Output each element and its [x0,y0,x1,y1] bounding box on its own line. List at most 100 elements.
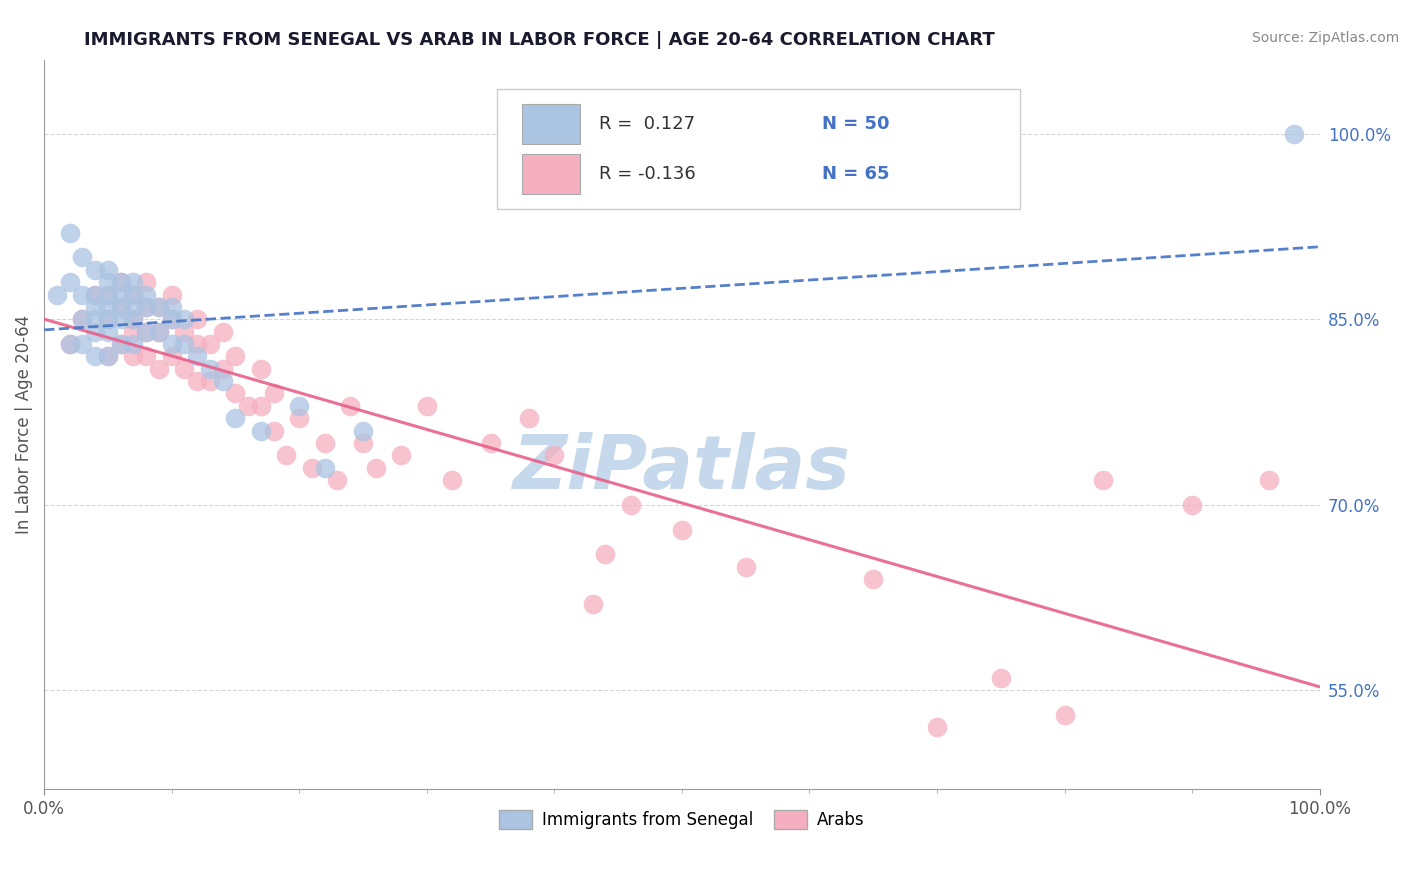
Point [84,312,107,326]
Point [110,337,132,351]
Point [84,325,107,339]
Text: R = -0.136: R = -0.136 [599,165,696,183]
Text: N = 50: N = 50 [823,115,890,133]
Point [198,361,221,376]
FancyBboxPatch shape [523,104,579,144]
Point [135,350,157,364]
Point [97,350,120,364]
Point [110,275,132,289]
Point [72,337,94,351]
Point [122,287,145,301]
Point [301,460,323,475]
Point [97,350,120,364]
Point [84,287,107,301]
Point [198,337,221,351]
Point [110,287,132,301]
Point [72,312,94,326]
Point [160,350,183,364]
Point [122,287,145,301]
Text: IMMIGRANTS FROM SENEGAL VS ARAB IN LABOR FORCE | AGE 20-64 CORRELATION CHART: IMMIGRANTS FROM SENEGAL VS ARAB IN LABOR… [84,31,995,49]
Point [595,547,617,561]
Point [314,436,336,450]
Point [224,350,246,364]
Point [173,361,195,376]
Point [1257,473,1279,487]
Point [224,411,246,425]
Point [148,325,170,339]
Point [224,386,246,401]
FancyBboxPatch shape [523,154,579,194]
Point [734,559,756,574]
Point [59,275,82,289]
Point [84,287,107,301]
Point [543,448,565,462]
Point [72,312,94,326]
Point [122,325,145,339]
Point [84,350,107,364]
Point [160,287,183,301]
FancyBboxPatch shape [496,89,1019,209]
Point [148,361,170,376]
Point [186,337,208,351]
Point [84,262,107,277]
Point [97,300,120,314]
Point [314,460,336,475]
Point [1181,498,1204,512]
Point [211,361,233,376]
Point [72,251,94,265]
Point [925,720,948,734]
Point [389,448,412,462]
Point [263,386,285,401]
Point [122,312,145,326]
Point [110,300,132,314]
Point [479,436,502,450]
Point [517,411,540,425]
Point [352,436,374,450]
Point [97,262,120,277]
Point [1053,708,1076,723]
Point [110,312,132,326]
Point [135,275,157,289]
Legend: Immigrants from Senegal, Arabs: Immigrants from Senegal, Arabs [492,803,872,836]
Point [122,300,145,314]
Text: N = 65: N = 65 [823,165,890,183]
Text: ZiPatlas: ZiPatlas [513,432,851,505]
Point [250,424,273,438]
Point [97,312,120,326]
Point [148,325,170,339]
Point [110,275,132,289]
Point [45,287,67,301]
Point [97,275,120,289]
Point [122,350,145,364]
Point [135,325,157,339]
Point [620,498,643,512]
Point [288,411,311,425]
Point [186,374,208,388]
Point [352,424,374,438]
Text: R =  0.127: R = 0.127 [599,115,695,133]
Point [72,287,94,301]
Point [250,361,273,376]
Point [862,572,884,586]
Point [122,337,145,351]
Point [122,275,145,289]
Point [59,337,82,351]
Point [1091,473,1114,487]
Point [364,460,387,475]
Point [276,448,298,462]
Point [59,337,82,351]
Point [135,287,157,301]
Point [97,312,120,326]
Point [326,473,349,487]
Point [1282,127,1305,141]
Point [122,312,145,326]
Point [110,337,132,351]
Point [198,374,221,388]
Point [173,325,195,339]
Point [671,523,693,537]
Point [160,312,183,326]
Point [135,300,157,314]
Point [441,473,464,487]
Point [263,424,285,438]
Point [148,300,170,314]
